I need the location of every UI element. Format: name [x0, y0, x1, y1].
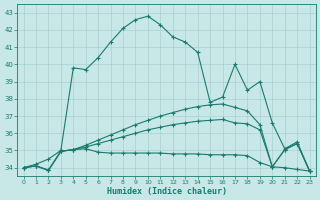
X-axis label: Humidex (Indice chaleur): Humidex (Indice chaleur) — [107, 187, 227, 196]
